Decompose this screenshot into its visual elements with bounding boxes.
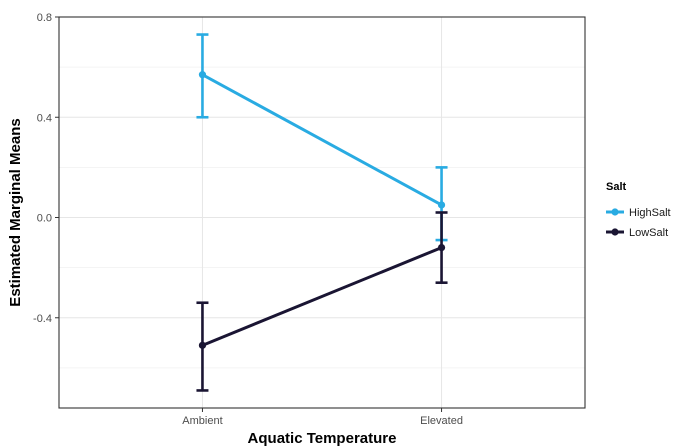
y-axis: -0.4 0.0 0.4 0.8 [33, 12, 59, 325]
y-tick-label: 0.8 [37, 12, 52, 24]
data-point [437, 243, 446, 252]
minor-gridlines [59, 66, 585, 369]
series-line [201, 246, 443, 347]
legend-title: Salt [606, 181, 627, 193]
x-tick-label: Elevated [420, 415, 463, 427]
x-tick-label: Ambient [182, 415, 222, 427]
y-tick-label: -0.4 [33, 313, 52, 325]
data-point [198, 71, 207, 79]
data-point [437, 201, 446, 209]
y-tick-label: 0.0 [37, 213, 52, 225]
x-axis-title: Aquatic Temperature [248, 430, 397, 446]
plot-panel [59, 17, 585, 408]
y-tick-label: 0.4 [37, 112, 52, 124]
legend-label: HighSalt [629, 207, 671, 219]
plot-border [58, 16, 586, 409]
y-axis-title: Estimated Marginal Means [7, 118, 24, 306]
series-line [201, 73, 443, 207]
data-point [198, 341, 207, 349]
legend-label: LowSalt [629, 227, 668, 239]
series-layer [196, 33, 448, 392]
series-lowsalt [196, 211, 448, 392]
legend-key-point [611, 208, 619, 216]
legend-key-point [611, 228, 619, 236]
legend-item-highsalt: HighSalt [606, 207, 671, 219]
legend: Salt HighSalt LowSalt [606, 181, 671, 239]
legend-item-lowsalt: LowSalt [606, 227, 668, 239]
x-axis: Ambient Elevated [182, 408, 463, 427]
